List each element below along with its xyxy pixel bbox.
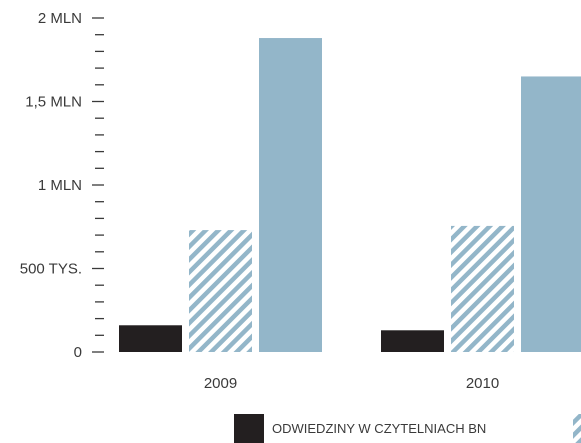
y-tick-label: 1 MLN xyxy=(38,177,82,194)
bars xyxy=(119,38,581,352)
y-tick-label: 0 xyxy=(74,344,82,361)
legend: ODWIEDZINY W CZYTELNIACH BN xyxy=(234,414,581,443)
bar-2009-series-2 xyxy=(189,230,252,352)
bar-2010-series-3 xyxy=(521,76,581,352)
legend-swatch-hatched xyxy=(573,414,581,443)
bar-2009-series-1 xyxy=(119,325,182,352)
bar-2009-series-3 xyxy=(259,38,322,352)
bar-2010-series-1 xyxy=(381,330,444,352)
legend-label: ODWIEDZINY W CZYTELNIACH BN xyxy=(272,421,486,436)
x-category-label: 2010 xyxy=(466,375,499,392)
bar-2010-series-2 xyxy=(451,225,514,352)
y-tick-label: 1,5 MLN xyxy=(25,94,82,111)
y-axis: 0 500 TYS. 1 MLN 1,5 MLN 2 MLN xyxy=(20,10,104,361)
x-axis-labels: 2009 2010 xyxy=(204,375,499,392)
x-category-label: 2009 xyxy=(204,375,237,392)
y-tick-label: 2 MLN xyxy=(38,10,82,27)
y-tick-label: 500 TYS. xyxy=(20,261,82,278)
legend-swatch-dark xyxy=(234,414,264,443)
